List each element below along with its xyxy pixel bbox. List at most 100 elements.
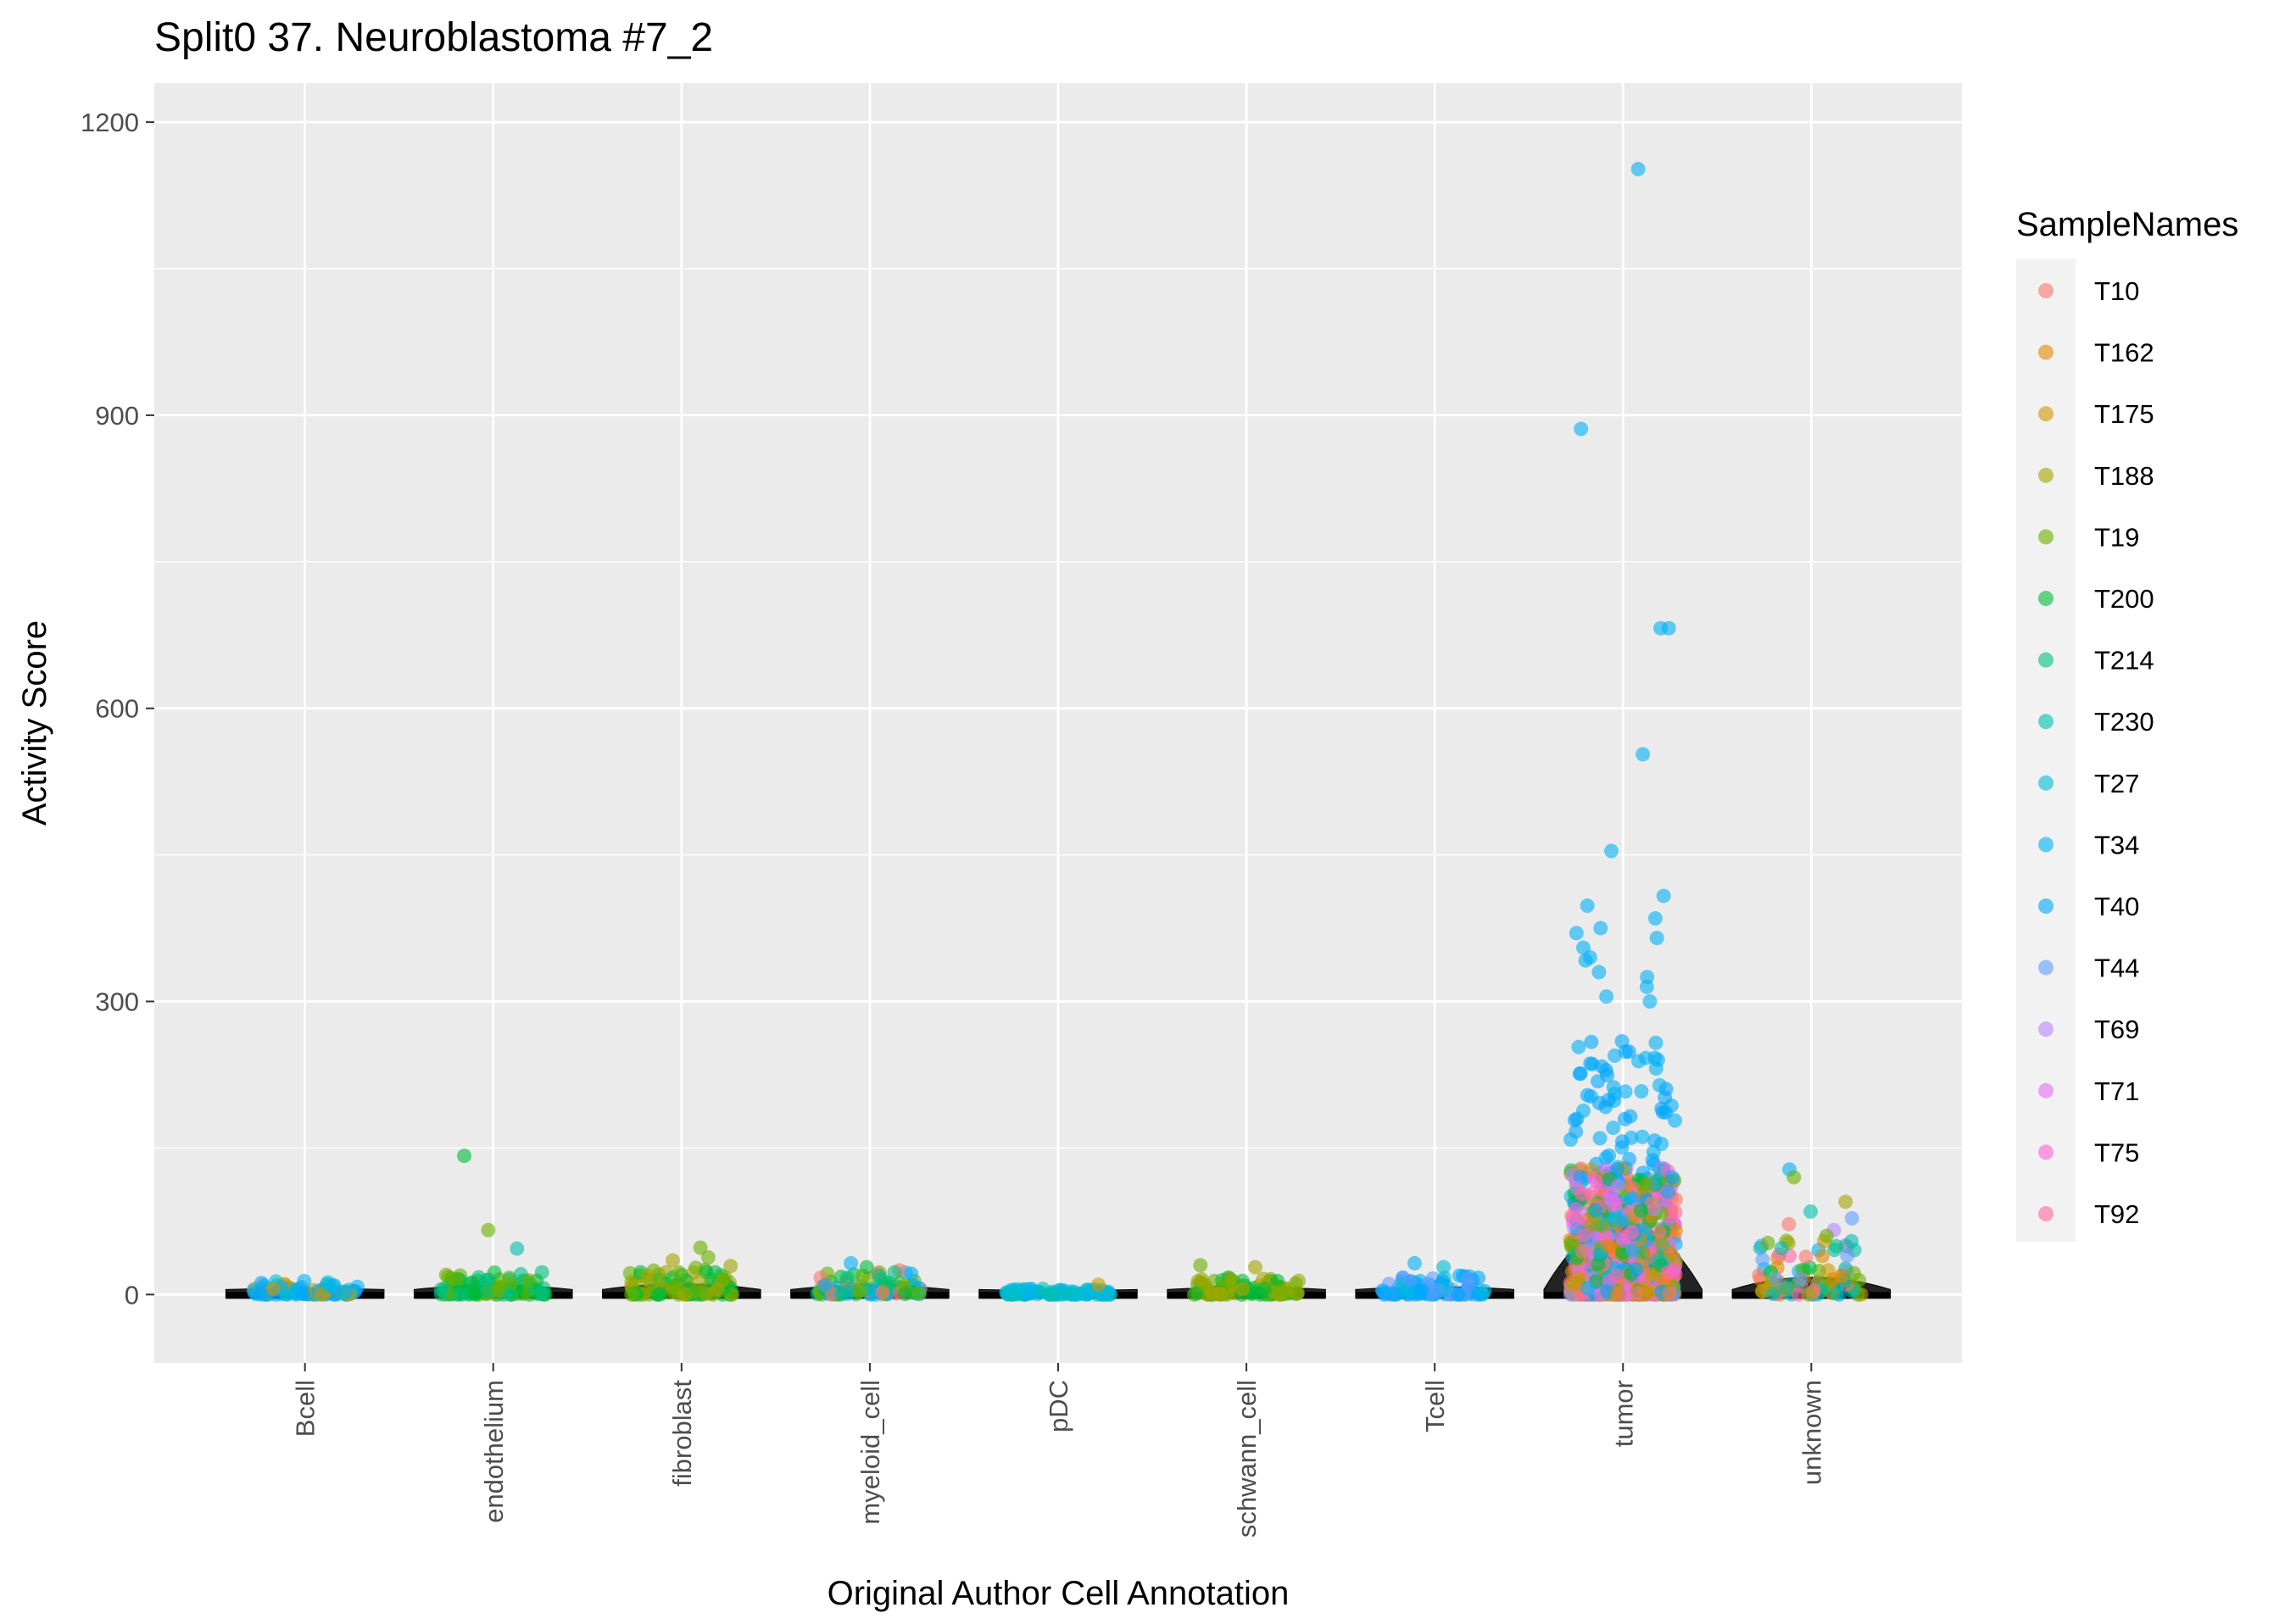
legend-label-T40: T40 <box>2094 892 2139 921</box>
y-tick-label: 1200 <box>81 108 139 137</box>
y-tick-label: 0 <box>125 1280 139 1310</box>
point <box>1583 1088 1598 1104</box>
point <box>1035 1282 1050 1297</box>
point <box>1091 1277 1106 1293</box>
point <box>1058 1287 1073 1302</box>
point <box>254 1276 269 1291</box>
point <box>904 1266 919 1282</box>
point <box>1754 1283 1769 1299</box>
point <box>1193 1258 1208 1273</box>
point <box>1235 1282 1251 1297</box>
point <box>1288 1276 1303 1291</box>
point <box>1639 979 1654 994</box>
point <box>338 1284 354 1299</box>
point <box>1623 1109 1638 1124</box>
legend-label-T10: T10 <box>2094 276 2139 306</box>
point <box>1223 1271 1238 1287</box>
point <box>1755 1252 1770 1267</box>
axes: 0 300 600 900 1200 Bcell endothelium fibroblast… <box>81 108 1826 1538</box>
point <box>1656 888 1671 904</box>
point <box>1650 1053 1665 1068</box>
point <box>1844 1210 1859 1226</box>
point <box>817 1277 833 1293</box>
point <box>479 1283 494 1299</box>
legend-key-T19 <box>2038 529 2054 545</box>
point <box>1398 1284 1413 1299</box>
point <box>1583 1056 1598 1071</box>
point <box>1661 1184 1676 1199</box>
point <box>1576 1227 1591 1243</box>
point <box>1387 1287 1402 1302</box>
point <box>481 1222 496 1237</box>
legend-key-T69 <box>2038 1021 2054 1037</box>
legend-label-T75: T75 <box>2094 1137 2139 1167</box>
point <box>1814 1249 1830 1264</box>
point <box>1774 1241 1789 1256</box>
point <box>1591 965 1607 980</box>
point <box>1634 1084 1649 1099</box>
point <box>1601 1093 1616 1108</box>
x-tick-label: fibroblast <box>667 1380 697 1487</box>
point <box>1638 1176 1653 1192</box>
legend-label-T34: T34 <box>2094 830 2139 859</box>
point <box>839 1271 855 1286</box>
point <box>1644 1196 1659 1211</box>
x-tick-label: Bcell <box>291 1380 320 1437</box>
point <box>672 1265 687 1280</box>
point <box>1625 1181 1641 1196</box>
legend: SampleNames T10 T162 T175 T188 T19 T200 T214 T2… <box>2016 206 2238 1242</box>
point <box>1786 1170 1802 1185</box>
legend-label-T71: T71 <box>2094 1076 2139 1106</box>
point <box>1629 1286 1644 1301</box>
legend-key-T44 <box>2038 959 2054 976</box>
point <box>717 1271 733 1286</box>
point <box>1652 1077 1667 1093</box>
point <box>688 1283 704 1299</box>
point <box>1477 1283 1492 1299</box>
point <box>521 1273 536 1288</box>
point <box>503 1276 518 1291</box>
point <box>624 1287 639 1302</box>
point <box>1270 1273 1285 1288</box>
point <box>1257 1281 1273 1296</box>
point <box>1760 1236 1775 1251</box>
legend-key-T200 <box>2038 591 2054 606</box>
point <box>1593 920 1608 936</box>
legend-key-T188 <box>2038 467 2054 483</box>
point <box>1580 1281 1596 1296</box>
point <box>1844 1233 1859 1249</box>
point <box>1584 1162 1599 1177</box>
y-tick-label: 900 <box>95 401 139 431</box>
legend-label-T19: T19 <box>2094 522 2139 552</box>
point <box>1574 1243 1590 1259</box>
point <box>1273 1284 1288 1299</box>
point <box>1829 1286 1844 1301</box>
point <box>1838 1194 1853 1210</box>
point <box>1461 1276 1476 1292</box>
legend-key-T75 <box>2038 1144 2054 1160</box>
point <box>1017 1282 1032 1297</box>
legend-key-T71 <box>2038 1082 2054 1098</box>
legend-key-T162 <box>2038 344 2054 360</box>
legend-label-T162: T162 <box>2094 338 2154 368</box>
point <box>640 1268 655 1283</box>
point <box>1618 1084 1633 1099</box>
point <box>1591 1256 1606 1271</box>
point <box>1642 994 1658 1009</box>
point <box>875 1285 890 1300</box>
point <box>1580 898 1595 914</box>
gridlines <box>154 83 1962 1363</box>
point <box>851 1284 867 1299</box>
point <box>1636 1245 1651 1260</box>
point <box>465 1286 481 1301</box>
point <box>1649 931 1664 946</box>
legend-key-T214 <box>2038 652 2054 668</box>
point <box>295 1286 310 1301</box>
point <box>1377 1287 1392 1302</box>
x-tick-label: schwann_cell <box>1232 1380 1262 1538</box>
chart-title: Split0 37. Neuroblastoma #7_2 <box>154 15 713 60</box>
point <box>1450 1287 1465 1302</box>
point <box>1607 1048 1622 1063</box>
point <box>433 1282 449 1297</box>
